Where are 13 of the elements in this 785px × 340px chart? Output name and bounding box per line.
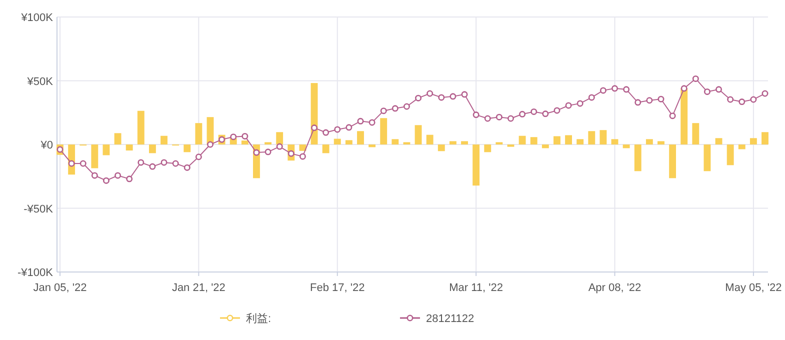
legend-label: 28121122 <box>426 313 474 325</box>
y-tick-label: ¥100K <box>20 12 54 24</box>
y-tick-label: -¥100K <box>18 267 54 279</box>
legend-label: 利益: <box>246 312 272 325</box>
x-tick-label: Mar 11, '22 <box>449 282 504 294</box>
x-tick-label: Jan 05, '22 <box>33 282 87 294</box>
y-tick-label: ¥0 <box>40 140 53 152</box>
x-tick-label: Apr 08, '22 <box>588 282 642 294</box>
x-tick-label: May 05, '22 <box>725 282 782 294</box>
x-tick-label: Jan 21, '22 <box>172 282 226 294</box>
y-tick-label: -¥50K <box>24 203 54 216</box>
x-tick-label: Feb 17, '22 <box>310 282 365 294</box>
y-tick-label: ¥50K <box>26 76 54 88</box>
